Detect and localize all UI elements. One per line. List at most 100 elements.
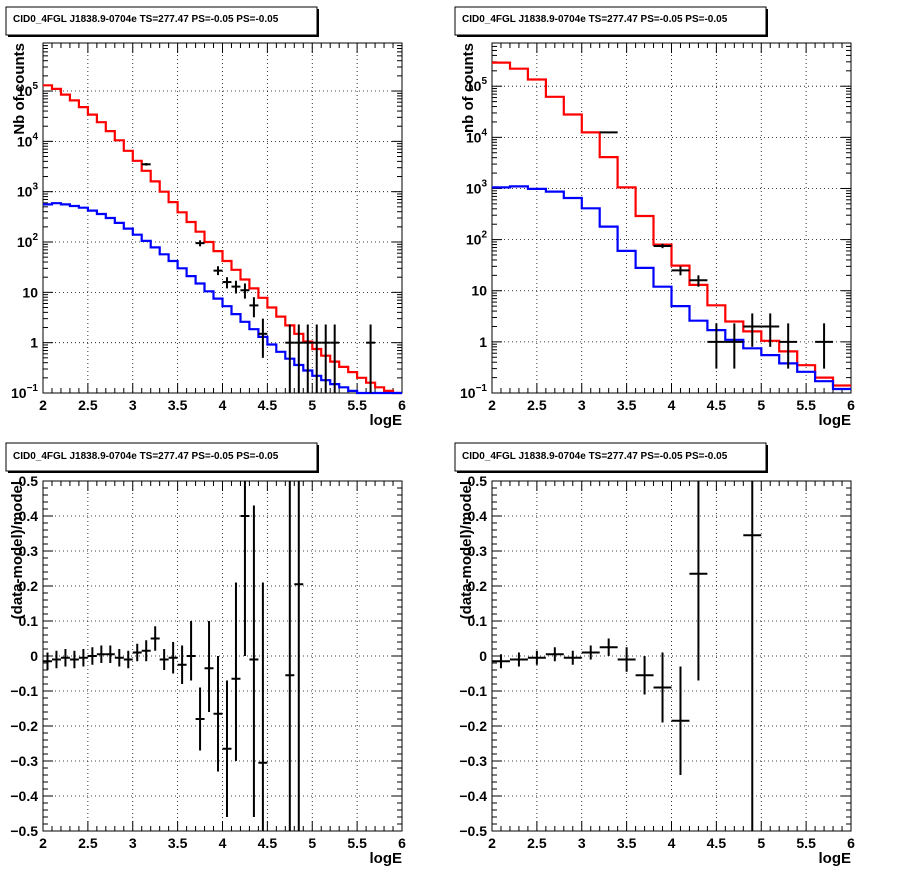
x-tick-label: 5 (757, 397, 765, 413)
y-tick-base: −0.3 (459, 753, 487, 769)
title-box (454, 6, 767, 36)
y-tick-base: −0.5 (10, 823, 38, 839)
x-tick-label: 5.5 (796, 835, 816, 851)
y-tick-label: 0.4 (19, 508, 39, 524)
y-tick-label: −0.5 (459, 823, 487, 839)
chart-title: CID0_4FGL J1838.9-0704e TS=277.47 PS=-0.… (462, 14, 728, 25)
x-tick-label: 2.5 (527, 397, 547, 413)
data-point (563, 650, 582, 665)
y-tick-label: 0.1 (468, 613, 488, 629)
data-point (186, 621, 196, 681)
data-point (581, 645, 600, 660)
y-tick-base: 0.5 (468, 473, 488, 489)
y-tick-label: 103 (17, 182, 39, 200)
data-point (87, 647, 97, 665)
data-point (195, 240, 205, 247)
y-tick-base: 10 (466, 180, 482, 196)
y-tick-base: −0.5 (459, 823, 487, 839)
chart-panel-4: CID0_4FGL J1838.9-0704e TS=277.47 PS=-0.… (454, 442, 855, 867)
y-tick-label: −0.5 (10, 823, 38, 839)
y-tick-label: −0.2 (10, 718, 38, 734)
y-tick-base: −0.1 (459, 683, 487, 699)
x-tick-label: 2 (488, 397, 496, 413)
y-tick-label: 103 (466, 178, 488, 196)
x-tick-label: 3.5 (168, 397, 188, 413)
x-tick-label: 2.5 (78, 835, 98, 851)
data-point (689, 275, 708, 287)
data-point (240, 481, 250, 656)
y-tick-label: 102 (17, 232, 39, 250)
data-point (96, 645, 106, 663)
y-tick-base: 10 (17, 133, 33, 149)
y-tick-exponent: 5 (32, 81, 38, 92)
data-point (51, 650, 61, 669)
data-point (527, 650, 546, 665)
data-point (240, 283, 250, 299)
y-tick-label: 104 (17, 131, 39, 149)
title-box (5, 442, 318, 472)
data-point (366, 324, 376, 393)
y-tick-label: 0.1 (19, 613, 39, 629)
y-tick-exponent: 2 (32, 232, 38, 243)
y-tick-base: −0.4 (459, 788, 487, 804)
y-tick-label: 0.4 (468, 508, 488, 524)
x-tick-label: 3 (129, 397, 137, 413)
data-point (707, 323, 726, 369)
y-tick-label: 102 (466, 230, 488, 248)
chart-title: CID0_4FGL J1838.9-0704e TS=277.47 PS=-0.… (462, 451, 728, 462)
chart-panel-1: CID0_4FGL J1838.9-0704e TS=277.47 PS=-0.… (5, 6, 406, 429)
chart-title: CID0_4FGL J1838.9-0704e TS=277.47 PS=-0.… (13, 14, 279, 25)
data-point (132, 643, 142, 662)
data-point (123, 650, 133, 669)
data-point (761, 313, 780, 347)
x-tick-label: 4.5 (707, 835, 727, 851)
y-tick-base: 10 (17, 83, 33, 99)
x-axis-label: logE (819, 412, 852, 429)
data-point (43, 652, 52, 670)
data-point (743, 481, 762, 831)
data-point (195, 687, 205, 751)
data-point (285, 324, 295, 393)
y-tick-label: 0 (479, 648, 487, 664)
data-point (743, 313, 762, 347)
y-tick-label: 104 (466, 127, 488, 145)
y-tick-base: 10 (466, 129, 482, 145)
x-tick-label: 2.5 (78, 397, 98, 413)
y-tick-label: 0.2 (19, 578, 39, 594)
data-point (222, 680, 232, 817)
y-tick-exponent: 3 (32, 182, 38, 193)
x-tick-label: 6 (847, 397, 855, 413)
y-tick-base: 0.2 (468, 578, 488, 594)
y-tick-label: 105 (466, 76, 488, 94)
data-point (599, 131, 618, 134)
y-tick-base: 10 (22, 284, 38, 300)
data-point (330, 324, 340, 393)
x-tick-label: 5 (308, 835, 316, 851)
x-axis-label: logE (370, 850, 403, 867)
data-point (294, 481, 304, 831)
y-tick-label: −0.1 (10, 683, 38, 699)
y-tick-label: 0.3 (468, 543, 488, 559)
y-tick-base: 0.2 (19, 578, 39, 594)
x-tick-label: 4.5 (258, 835, 278, 851)
x-tick-label: 4 (668, 835, 676, 851)
y-tick-base: 1 (479, 334, 487, 350)
y-tick-label: −0.1 (459, 683, 487, 699)
x-tick-label: 2.5 (527, 835, 547, 851)
data-point (222, 277, 232, 289)
y-tick-label: 10 (22, 284, 38, 300)
data-point (635, 656, 654, 695)
model-histogram-total (43, 84, 402, 395)
data-point (159, 649, 169, 670)
chart-panel-2: CID0_4FGL J1838.9-0704e TS=277.47 PS=-0.… (454, 6, 855, 429)
y-tick-base: −0.2 (10, 718, 38, 734)
y-tick-base: 1 (30, 335, 38, 351)
y-tick-label: 0 (30, 648, 38, 664)
y-tick-base: 0.1 (19, 613, 39, 629)
y-tick-label: 0.3 (19, 543, 39, 559)
data-point (168, 642, 178, 674)
y-tick-exponent: 2 (481, 230, 487, 241)
x-tick-label: 6 (398, 835, 406, 851)
data-point (204, 621, 214, 712)
x-tick-label: 3 (578, 835, 586, 851)
